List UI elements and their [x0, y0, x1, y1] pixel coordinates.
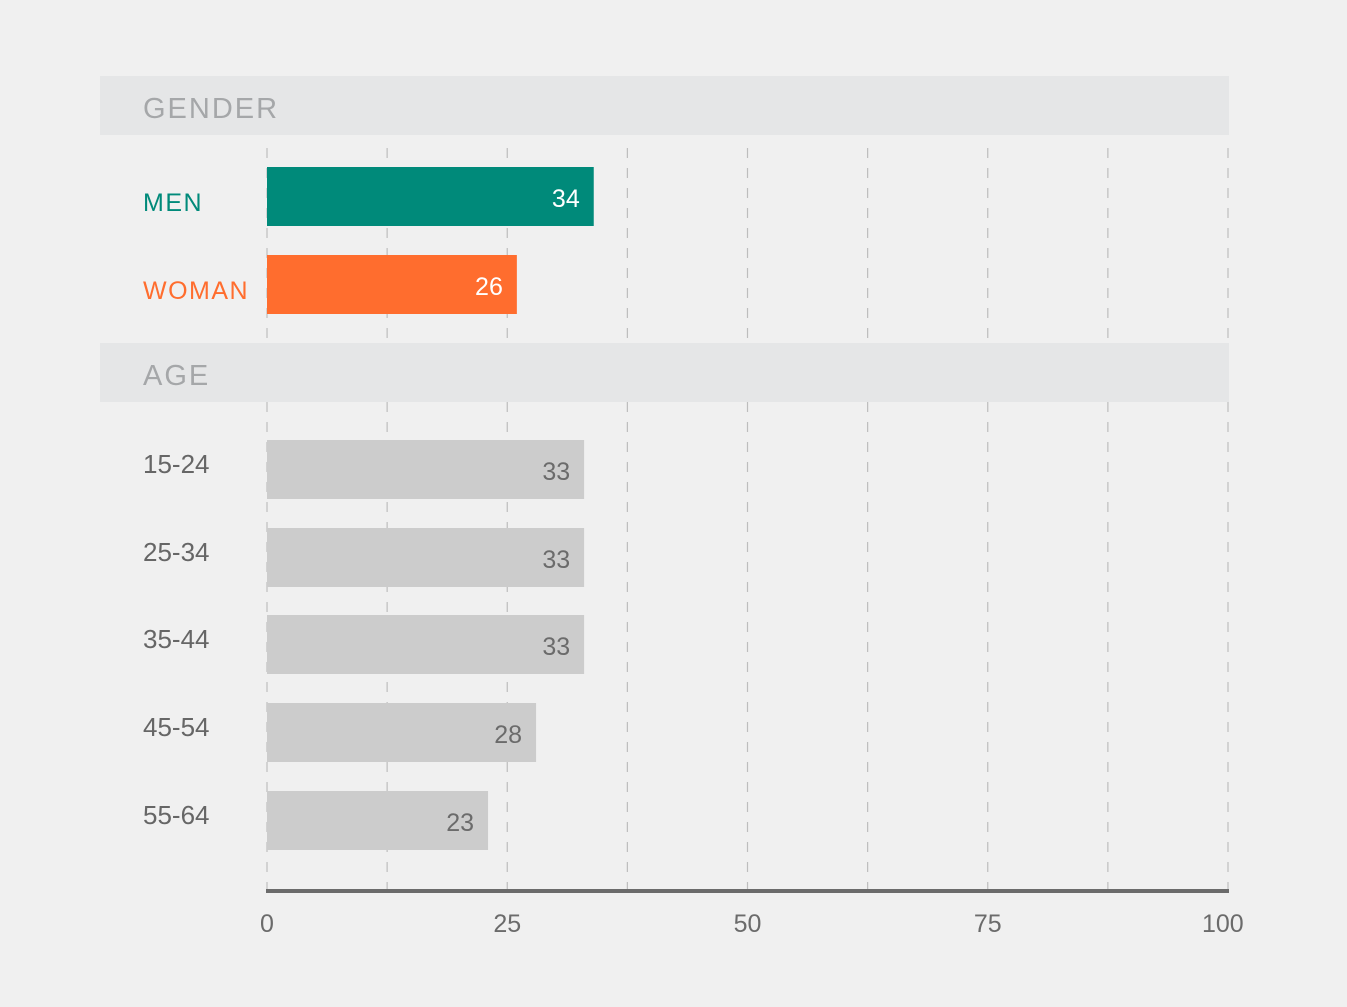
group-title: AGE [143, 360, 210, 392]
bar [267, 167, 594, 226]
category-labels: GENDER AGE 34 MEN 26 WOMAN 33 15-24 33 25-34 33 35-… [143, 93, 580, 837]
bar [267, 528, 585, 587]
category-label: MEN [143, 189, 203, 217]
data-label: 33 [542, 458, 570, 486]
x-tick-label: 75 [974, 910, 1002, 938]
data-label: 33 [542, 546, 570, 574]
category-label: WOMAN [143, 277, 249, 305]
x-axis: 0 25 50 75 100 [260, 889, 1244, 938]
bar [267, 791, 489, 850]
group-bands [100, 76, 1229, 402]
data-label: 34 [552, 185, 580, 213]
x-tick-label: 25 [493, 910, 521, 938]
data-label: 28 [494, 721, 522, 749]
bar [267, 440, 585, 499]
group-band [100, 343, 1229, 402]
bar [267, 255, 517, 314]
group-band [100, 76, 1229, 135]
category-label: 15-24 [143, 449, 210, 479]
bar [267, 615, 585, 674]
grid-lines [266, 148, 1229, 890]
category-label: 45-54 [143, 712, 210, 742]
bar [267, 703, 537, 762]
category-label: 25-34 [143, 537, 210, 567]
category-label: 55-64 [143, 800, 210, 830]
bars [267, 167, 594, 850]
x-tick-label: 100 [1202, 910, 1244, 938]
group-title: GENDER [143, 93, 279, 125]
x-tick-label: 0 [260, 910, 274, 938]
x-tick-label: 50 [734, 910, 762, 938]
data-label: 33 [542, 633, 570, 661]
category-label: 35-44 [143, 624, 210, 654]
data-label: 26 [475, 273, 503, 301]
data-label: 23 [446, 809, 474, 837]
